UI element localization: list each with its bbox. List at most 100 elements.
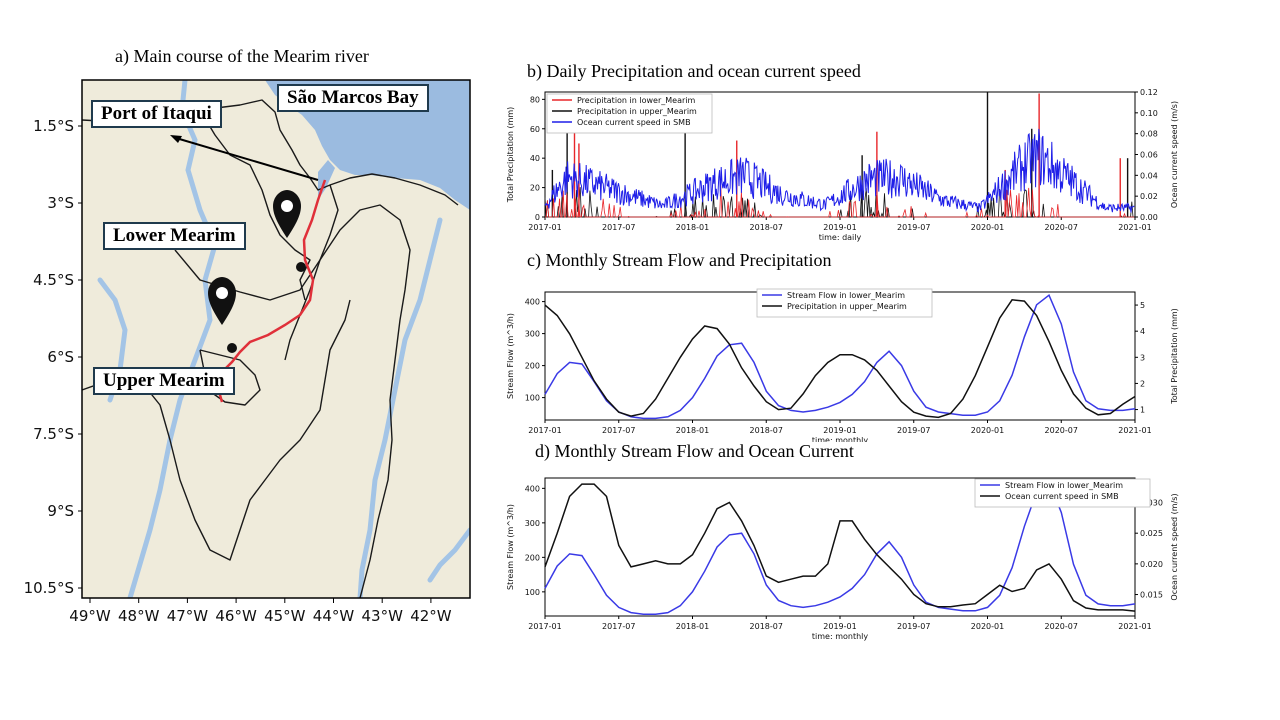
x-tick-label: 2020-01 <box>971 223 1004 232</box>
y2-tick-label: 0.06 <box>1140 151 1158 160</box>
y-tick-label: 20 <box>530 184 540 193</box>
lat-tick-label: 7.5°S <box>33 425 74 443</box>
x-tick-label: 2020-07 <box>1045 426 1078 435</box>
x-tick-label: 2018-07 <box>750 426 783 435</box>
y-axis-label: Stream Flow (m^3/h) <box>506 504 515 590</box>
y-tick-label: 400 <box>525 298 540 307</box>
port-arrow-head <box>170 135 182 143</box>
legend-label: Ocean current speed in SMB <box>577 118 691 127</box>
y2-tick-label: 0.12 <box>1140 88 1158 97</box>
x-axis-label: time: monthly <box>812 632 869 641</box>
mearim-map: 1.5°S3°S4.5°S6°S7.5°S9°S10.5°S 49°W 48°W 4… <box>24 79 471 625</box>
y2-tick-label: 0.08 <box>1140 130 1158 139</box>
series-line <box>544 299 1136 419</box>
legend-label: Precipitation in upper_Mearim <box>787 302 907 311</box>
chart-c-monthly-stream-precip: 2017-01 2017-07 2018-01 2018-07 2019-01 2019-… <box>506 288 1179 442</box>
y-tick-label: 300 <box>525 330 540 339</box>
x-tick-label: 2017-07 <box>602 223 635 232</box>
x-axis-label: time: daily <box>819 233 862 242</box>
legend-label: Ocean current speed in SMB <box>1005 492 1119 501</box>
series-line <box>545 185 1135 218</box>
x-tick-label: 2021-01 <box>1118 223 1151 232</box>
legend-box <box>756 288 933 318</box>
state-border-south <box>82 299 351 561</box>
tocantins-river <box>127 80 218 598</box>
y2-tick-label: 0.04 <box>1140 171 1158 180</box>
x-tick-label: 2020-07 <box>1045 223 1078 232</box>
y-tick-label: 40 <box>530 154 540 163</box>
y-tick-label: 60 <box>530 125 540 134</box>
port-arrow <box>175 137 319 181</box>
y2-axis-label: Total Precipitation (mm) <box>1170 308 1179 405</box>
lat-tick-label: 6°S <box>47 348 74 366</box>
x-tick-label: 2019-01 <box>823 223 856 232</box>
legend-label: Stream Flow in lower_Mearim <box>1005 481 1123 490</box>
y2-axis-label: Ocean current speed (m/s) <box>1170 493 1179 600</box>
lon-tick-label: 42°W <box>410 607 452 625</box>
state-border-east <box>284 184 339 361</box>
x-tick-label: 2017-07 <box>602 622 635 631</box>
y2-tick-label: 0.025 <box>1140 529 1163 538</box>
x-tick-label: 2018-01 <box>676 622 709 631</box>
y-tick-label: 200 <box>525 553 540 562</box>
x-tick-label: 2017-01 <box>528 622 561 631</box>
x-tick-label: 2018-01 <box>676 426 709 435</box>
y-tick-label: 100 <box>525 394 540 403</box>
chart-b-title: b) Daily Precipitation and ocean current… <box>527 61 861 81</box>
lat-tick-label: 3°S <box>47 194 74 212</box>
chart-c-title: c) Monthly Stream Flow and Precipitation <box>527 250 832 270</box>
y-tick-label: 100 <box>525 588 540 597</box>
sao-marcos-bay-label: São Marcos Bay <box>277 84 429 112</box>
legend-label: Precipitation in upper_Mearim <box>577 107 697 116</box>
lower-mearim-marker <box>273 190 301 238</box>
x-tick-label: 2019-01 <box>823 622 856 631</box>
map-title: a) Main course of the Mearim river <box>115 46 369 66</box>
tributary-rivers <box>97 80 470 598</box>
lon-tick-label: 47°W <box>167 607 209 625</box>
x-tick-label: 2020-07 <box>1045 622 1078 631</box>
y-axis-label: Total Precipitation (mm) <box>506 107 515 204</box>
y-axis-label: Stream Flow (m^3/h) <box>506 313 515 399</box>
x-tick-label: 2020-01 <box>971 622 1004 631</box>
southeast-river <box>427 527 470 583</box>
lat-tick-label: 10.5°S <box>24 579 74 597</box>
legend-label: Stream Flow in lower_Mearim <box>787 291 905 300</box>
x-tick-label: 2018-01 <box>676 223 709 232</box>
state-border-center <box>174 204 411 598</box>
chart-d-title: d) Monthly Stream Flow and Ocean Current <box>535 441 854 461</box>
lat-tick-label: 1.5°S <box>33 117 74 135</box>
chart-b-daily-precipitation: 2017-01 2017-07 2018-01 2018-07 2019-01 2019-… <box>506 88 1179 242</box>
x-tick-label: 2021-01 <box>1118 426 1151 435</box>
ocean-area <box>265 80 470 210</box>
y2-tick-label: 2 <box>1140 379 1145 388</box>
y-tick-label: 300 <box>525 519 540 528</box>
x-tick-label: 2019-07 <box>897 426 930 435</box>
y-tick-label: 80 <box>530 95 540 104</box>
lat-tick-label: 9°S <box>47 502 74 520</box>
y-tick-label: 400 <box>525 484 540 493</box>
lon-tick-label: 44°W <box>313 607 355 625</box>
y2-tick-label: 4 <box>1140 327 1145 336</box>
series-line <box>544 483 1136 612</box>
y2-tick-label: 1 <box>1140 406 1145 415</box>
x-tick-label: 2018-07 <box>750 223 783 232</box>
y2-tick-label: 0.030 <box>1140 499 1163 508</box>
x-tick-label: 2020-01 <box>971 426 1004 435</box>
latitude-ticks: 1.5°S 3°S 4.5°S 6°S 7.5°S 9°S 10.5°S <box>24 117 82 597</box>
upper-mearim-marker <box>208 277 236 325</box>
lon-tick-label: 48°W <box>118 607 160 625</box>
y2-axis-label: Ocean current speed (m/s) <box>1170 101 1179 208</box>
map-frame <box>81 79 471 599</box>
y2-tick-label: 0.10 <box>1140 109 1158 118</box>
y2-tick-label: 3 <box>1140 353 1145 362</box>
x-tick-label: 2017-07 <box>602 426 635 435</box>
y-tick-label: 0 <box>535 213 540 222</box>
lon-tick-label: 49°W <box>69 607 111 625</box>
longitude-ticks: 49°W 48°W 47°W 46°W 45°W 44°W 43°W 42°W <box>69 598 452 625</box>
y2-tick-label: 0.015 <box>1140 591 1163 600</box>
series-line <box>544 294 1136 420</box>
x-tick-label: 2019-07 <box>897 223 930 232</box>
upper-mearim-label: Upper Mearim <box>93 367 235 395</box>
upper-station-dot <box>227 343 237 353</box>
x-tick-label: 2021-01 <box>1118 622 1151 631</box>
